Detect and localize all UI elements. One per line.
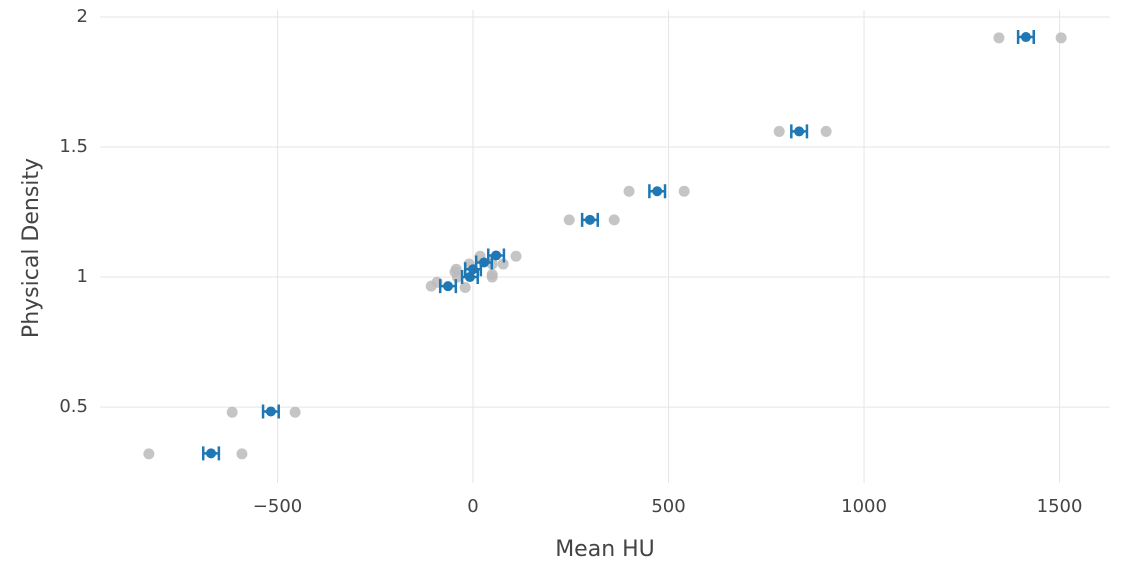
point	[226, 406, 238, 418]
x-tick-label: −500	[253, 496, 302, 517]
point	[143, 448, 155, 460]
y-tick-label: 1.5	[59, 136, 88, 157]
y-tick-label: 1	[77, 266, 88, 287]
point	[678, 185, 690, 197]
point	[510, 250, 522, 262]
point	[820, 125, 832, 137]
point	[486, 271, 498, 283]
x-tick-label: 1000	[841, 496, 887, 517]
y-tick-label: 2	[77, 6, 88, 27]
point	[443, 281, 454, 292]
point	[1055, 32, 1067, 44]
point	[265, 406, 276, 417]
point	[206, 448, 217, 459]
point	[497, 258, 509, 270]
x-tick-label: 1500	[1037, 496, 1083, 517]
point	[993, 32, 1005, 44]
point	[794, 126, 805, 137]
point	[459, 281, 471, 293]
point	[623, 185, 635, 197]
point	[584, 214, 595, 225]
point	[608, 214, 620, 226]
point	[1020, 32, 1031, 43]
point	[289, 406, 301, 418]
y-tick-label: 0.5	[59, 396, 88, 417]
point	[773, 125, 785, 137]
point	[464, 272, 475, 283]
y-axis-title: Physical Density	[19, 158, 44, 338]
x-tick-label: 0	[467, 496, 478, 517]
x-axis-title: Mean HU	[555, 537, 655, 562]
x-tick-label: 500	[651, 496, 685, 517]
point	[478, 257, 489, 268]
point	[652, 186, 663, 197]
point	[563, 214, 575, 226]
point	[491, 250, 502, 261]
point	[236, 448, 248, 460]
